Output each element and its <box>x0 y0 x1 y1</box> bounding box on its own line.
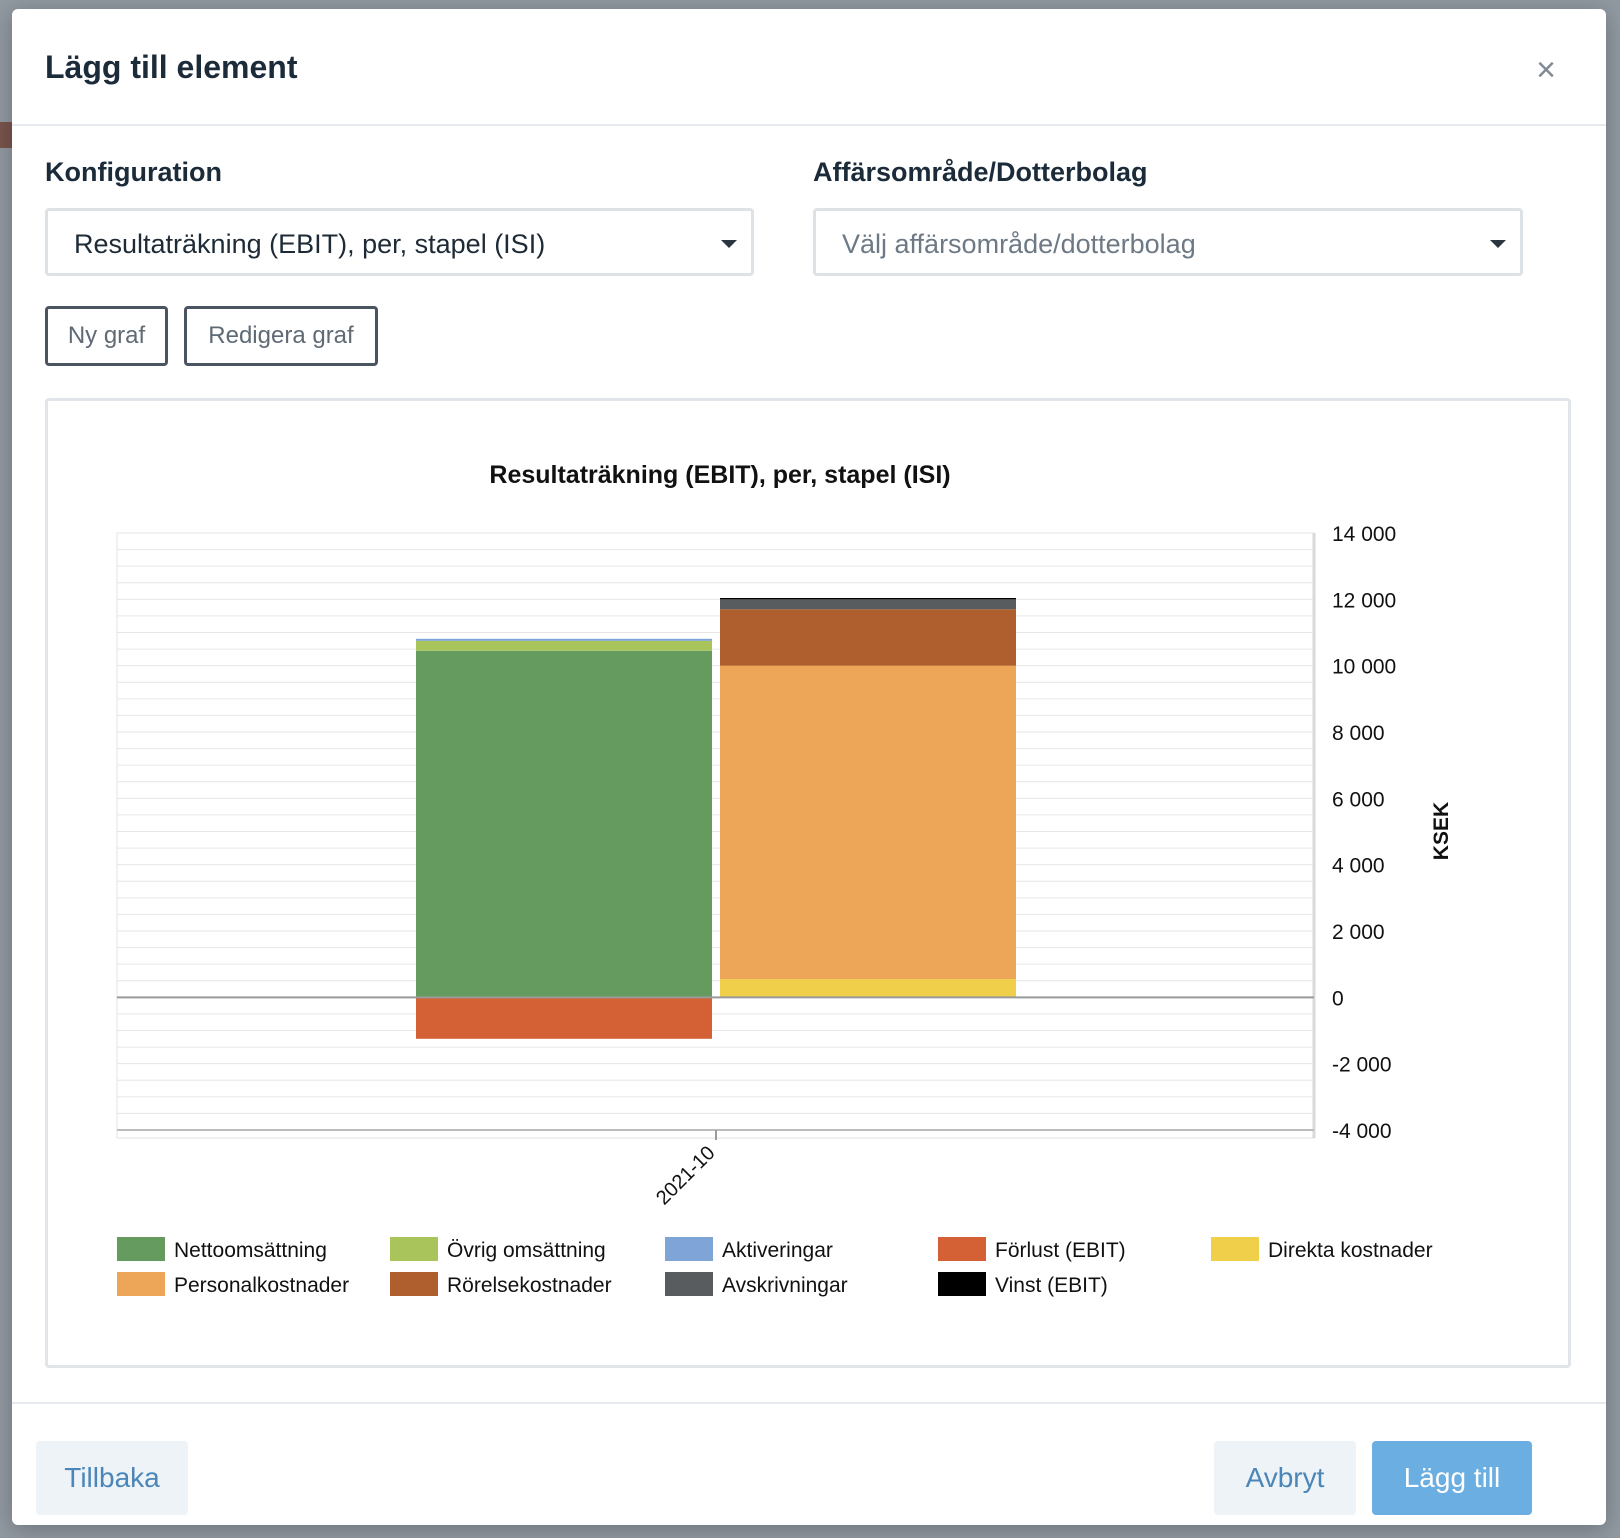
legend-label: Personalkostnader <box>174 1274 349 1297</box>
y-tick-label: 4 000 <box>1332 855 1385 878</box>
y-tick-label: 0 <box>1332 987 1344 1010</box>
business-area-placeholder: Välj affärsområde/dotterbolag <box>842 229 1196 259</box>
y-tick-label: 10 000 <box>1332 656 1396 679</box>
legend-swatch <box>665 1272 713 1296</box>
y-tick-label: -4 000 <box>1332 1120 1392 1143</box>
close-icon[interactable]: × <box>1536 51 1556 89</box>
legend-swatch <box>117 1272 165 1296</box>
y-tick-label: 6 000 <box>1332 788 1385 811</box>
bar-segment <box>720 609 1016 666</box>
chart: Resultaträkning (EBIT), per, stapel (ISI… <box>116 461 1453 1297</box>
y-tick-label: -2 000 <box>1332 1054 1392 1077</box>
bar-segment <box>416 650 712 998</box>
chart-panel: Resultaträkning (EBIT), per, stapel (ISI… <box>45 398 1571 1368</box>
bar-segment <box>720 599 1016 610</box>
bar-segment <box>720 665 1016 980</box>
bar-segment <box>720 598 1016 600</box>
bar-segment <box>416 638 712 641</box>
y-tick-label: 8 000 <box>1332 722 1385 745</box>
new-graph-button[interactable]: Ny graf <box>45 306 168 366</box>
legend-label: Förlust (EBIT) <box>995 1239 1126 1262</box>
edit-graph-button[interactable]: Redigera graf <box>184 306 378 366</box>
legend-label: Avskrivningar <box>722 1274 848 1297</box>
legend-label: Aktiveringar <box>722 1239 833 1262</box>
chevron-down-icon <box>1490 240 1506 248</box>
y-tick-label: 2 000 <box>1332 921 1385 944</box>
back-button[interactable]: Tillbaka <box>36 1441 188 1515</box>
legend-label: Vinst (EBIT) <box>995 1274 1108 1297</box>
y-axis-label: KSEK <box>1430 802 1453 860</box>
legend-swatch <box>390 1272 438 1296</box>
legend-label: Rörelsekostnader <box>447 1274 612 1297</box>
cancel-button[interactable]: Avbryt <box>1214 1441 1356 1515</box>
legend-label: Nettoomsättning <box>174 1239 327 1262</box>
add-button[interactable]: Lägg till <box>1372 1441 1532 1515</box>
chart-title: Resultaträkning (EBIT), per, stapel (ISI… <box>489 461 950 489</box>
bar-segment <box>720 979 1016 998</box>
configuration-select-value: Resultaträkning (EBIT), per, stapel (ISI… <box>74 229 546 259</box>
add-element-modal: Lägg till element × Konfiguration Result… <box>12 9 1606 1525</box>
modal-footer: Tillbaka Avbryt Lägg till <box>12 1402 1606 1525</box>
legend-swatch <box>665 1237 713 1261</box>
plot-area <box>116 532 1315 1139</box>
legend-swatch <box>938 1237 986 1261</box>
bar-segment <box>416 640 712 651</box>
legend-swatch <box>117 1237 165 1261</box>
y-tick-label: 12 000 <box>1332 589 1396 612</box>
modal-title: Lägg till element <box>45 49 298 85</box>
business-area-select[interactable]: Välj affärsområde/dotterbolag <box>813 208 1523 276</box>
legend-swatch <box>1211 1237 1259 1261</box>
business-area-label: Affärsområde/Dotterbolag <box>813 157 1148 187</box>
configuration-label: Konfiguration <box>45 157 222 187</box>
legend-label: Direkta kostnader <box>1268 1239 1433 1262</box>
legend-swatch <box>938 1272 986 1296</box>
configuration-select[interactable]: Resultaträkning (EBIT), per, stapel (ISI… <box>45 208 754 276</box>
chevron-down-icon <box>721 240 737 248</box>
bar-segment <box>416 997 712 1039</box>
legend-swatch <box>390 1237 438 1261</box>
x-tick-label: 2021-10 <box>652 1142 719 1209</box>
legend-label: Övrig omsättning <box>447 1239 606 1262</box>
y-tick-label: 14 000 <box>1332 523 1396 546</box>
modal-header: Lägg till element × <box>12 9 1606 126</box>
